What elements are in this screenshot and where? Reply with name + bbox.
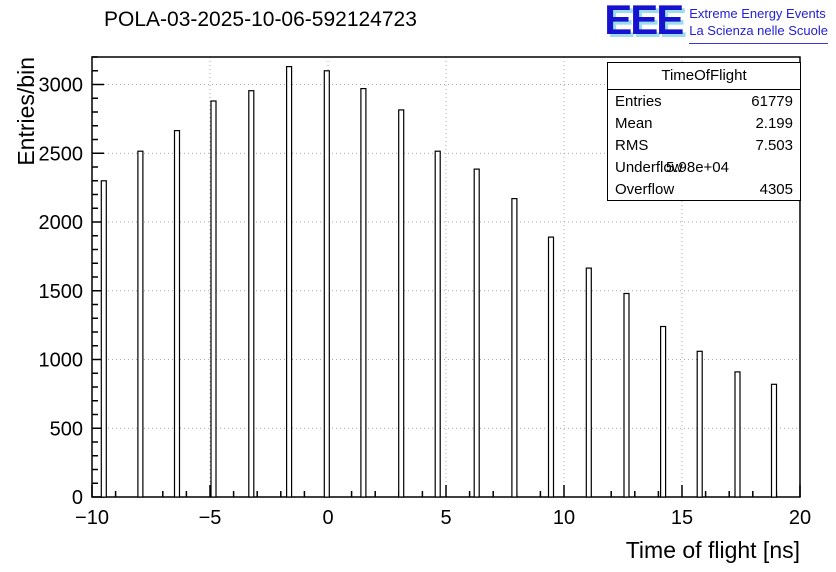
svg-text:2000: 2000 <box>39 212 84 234</box>
stats-value: 7.503 <box>755 137 793 154</box>
histogram-bar <box>248 90 255 498</box>
stats-box: TimeOfFlight Entries 61779 Mean 2.199 RMS 7.5… <box>607 62 801 201</box>
histogram-bar <box>323 70 330 498</box>
histogram-bar <box>511 198 518 498</box>
stats-row: Underflow 5.98e+04 <box>608 156 800 178</box>
histogram-bar <box>770 383 778 498</box>
histogram-bar <box>210 100 217 498</box>
stats-row: Mean 2.199 <box>608 112 800 134</box>
stats-label: RMS <box>615 137 649 154</box>
stats-label: Entries <box>615 93 662 110</box>
x-axis-title: Time of flight [ns] <box>626 537 800 563</box>
tick-labels: −10 −5 0 5 10 15 20 0 500 1000 1500 2000 2500 3000 <box>39 75 812 530</box>
svg-text:20: 20 <box>789 507 811 529</box>
eee-logo-caption-2: La Scienza nelle Scuole <box>689 22 828 38</box>
svg-text:−5: −5 <box>199 507 222 529</box>
y-axis-title: Entries/bin <box>13 57 39 166</box>
svg-text:−10: −10 <box>75 507 109 529</box>
stats-value: 4305 <box>759 181 793 198</box>
stats-row: RMS 7.503 <box>608 134 800 156</box>
stats-value: 5.98e+04 <box>666 159 729 176</box>
stats-label: Overflow <box>615 181 675 198</box>
stats-label: Mean <box>615 115 653 132</box>
histogram-bar <box>734 371 741 498</box>
svg-text:500: 500 <box>50 418 83 440</box>
svg-text:15: 15 <box>671 507 693 529</box>
stats-label: Underflow <box>615 159 683 176</box>
eee-logo-captions: Extreme Energy Events La Scienza nelle S… <box>689 2 828 44</box>
svg-text:1500: 1500 <box>39 281 84 303</box>
svg-text:3000: 3000 <box>39 75 84 97</box>
histogram-bar <box>547 236 555 498</box>
histogram-bar <box>623 292 630 498</box>
svg-text:2500: 2500 <box>39 143 84 165</box>
stats-rows: Entries 61779 Mean 2.199 RMS 7.503 Underflow 5.… <box>608 90 800 200</box>
histogram-bar <box>659 325 667 498</box>
stats-title: TimeOfFlight <box>608 63 800 90</box>
svg-text:5: 5 <box>440 507 451 529</box>
eee-logo-caption-1: Extreme Energy Events <box>689 6 826 21</box>
eee-logo-text: EEE <box>604 0 684 43</box>
histogram-bar <box>100 180 107 498</box>
histogram-bars <box>100 65 778 498</box>
histogram-bar <box>286 65 293 498</box>
stats-value: 61779 <box>751 93 793 110</box>
eee-logo: EEE Extreme Energy Events La Scienza nel… <box>604 0 828 44</box>
histogram-bar <box>137 150 144 498</box>
histogram-bar <box>473 168 480 498</box>
plot-title: POLA-03-2025-10-06-592124723 <box>104 8 417 31</box>
histogram-bar <box>696 350 703 498</box>
stats-row: Entries 61779 <box>608 90 800 112</box>
stats-value: 2.199 <box>755 115 793 132</box>
svg-text:1000: 1000 <box>39 350 84 372</box>
histogram-bar <box>585 267 592 498</box>
histogram-bar <box>360 87 367 498</box>
svg-text:10: 10 <box>553 507 575 529</box>
svg-text:0: 0 <box>72 487 83 509</box>
stats-row: Overflow 4305 <box>608 178 800 200</box>
histogram-bar <box>398 109 405 498</box>
histogram-bar <box>434 150 441 498</box>
svg-text:0: 0 <box>322 507 333 529</box>
histogram-bar <box>173 130 181 498</box>
